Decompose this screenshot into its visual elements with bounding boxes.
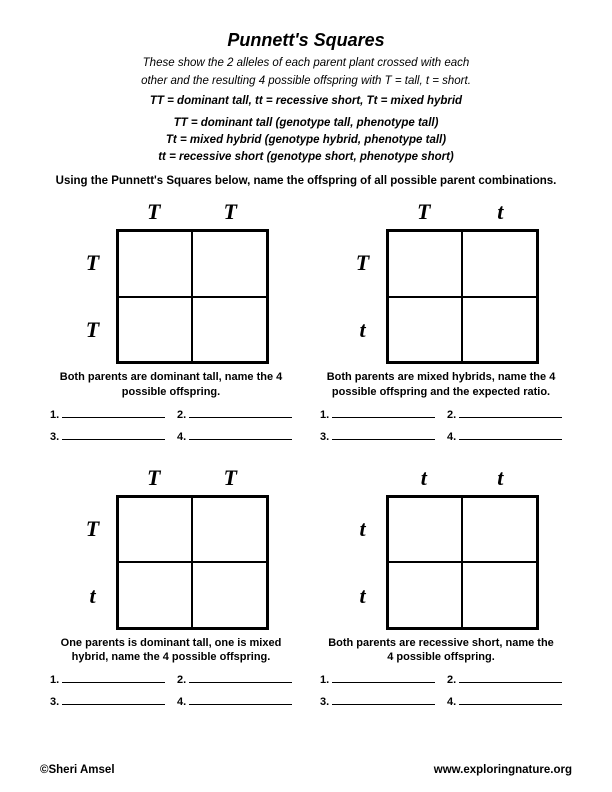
- punnett-square-3: T T T t: [74, 465, 269, 630]
- left-allele: t: [344, 495, 382, 563]
- website-url: www.exploringnature.org: [434, 764, 572, 776]
- answer-label: 1.: [320, 409, 329, 421]
- answers-1: 1. 2. 3. 4.: [50, 407, 292, 451]
- answer-blank[interactable]: [62, 429, 165, 440]
- top-allele: T: [116, 199, 193, 225]
- answer-blank[interactable]: [189, 429, 292, 440]
- caption-1: Both parents are dominant tall, name the…: [50, 370, 292, 399]
- left-allele: t: [344, 562, 382, 630]
- top-allele: T: [192, 465, 269, 491]
- instruction-text: Using the Punnett's Squares below, name …: [40, 175, 572, 187]
- answer-blank[interactable]: [332, 694, 435, 705]
- square-grid: [116, 229, 269, 364]
- geno-def-3: tt = recessive short (genotype short, ph…: [40, 149, 572, 166]
- answer-blank[interactable]: [459, 429, 562, 440]
- genotype-definitions: TT = dominant tall (genotype tall, pheno…: [40, 115, 572, 165]
- left-allele: T: [74, 229, 112, 297]
- page-footer: ©Sheri Amsel www.exploringnature.org: [40, 764, 572, 776]
- punnett-cell-1: T T T T Both parents are dominant tall, …: [50, 199, 292, 451]
- answer-blank[interactable]: [189, 407, 292, 418]
- square-grid: [386, 495, 539, 630]
- top-allele: t: [462, 465, 539, 491]
- punnett-square-2: T t T t: [344, 199, 539, 364]
- left-allele: T: [74, 495, 112, 563]
- caption-2: Both parents are mixed hybrids, name the…: [320, 370, 562, 399]
- answer-label: 4.: [177, 431, 186, 443]
- answer-label: 4.: [447, 696, 456, 708]
- answer-blank[interactable]: [459, 407, 562, 418]
- copyright: ©Sheri Amsel: [40, 764, 115, 776]
- top-allele: T: [192, 199, 269, 225]
- answer-label: 3.: [50, 431, 59, 443]
- answer-blank[interactable]: [459, 694, 562, 705]
- answer-label: 1.: [50, 409, 59, 421]
- answer-label: 4.: [177, 696, 186, 708]
- punnett-cell-4: t t t t Both parents are recessive short…: [320, 465, 562, 717]
- key-line: TT = dominant tall, tt = recessive short…: [40, 95, 572, 107]
- punnett-cell-3: T T T t One parents is dominant tall, on…: [50, 465, 292, 717]
- subtitle-line-2: other and the resulting 4 possible offsp…: [40, 73, 572, 89]
- answer-label: 2.: [177, 409, 186, 421]
- answer-blank[interactable]: [189, 672, 292, 683]
- left-allele: T: [344, 229, 382, 297]
- punnett-square-1: T T T T: [74, 199, 269, 364]
- answer-label: 1.: [320, 674, 329, 686]
- answer-label: 2.: [447, 409, 456, 421]
- answer-label: 3.: [320, 431, 329, 443]
- square-grid: [386, 229, 539, 364]
- left-allele: T: [74, 297, 112, 365]
- left-allele: t: [74, 562, 112, 630]
- geno-def-2: Tt = mixed hybrid (genotype hybrid, phen…: [40, 132, 572, 149]
- caption-3: One parents is dominant tall, one is mix…: [50, 636, 292, 665]
- answer-label: 3.: [50, 696, 59, 708]
- answer-label: 1.: [50, 674, 59, 686]
- answer-label: 4.: [447, 431, 456, 443]
- answer-blank[interactable]: [332, 407, 435, 418]
- top-allele: t: [462, 199, 539, 225]
- caption-4: Both parents are recessive short, name t…: [320, 636, 562, 665]
- top-allele: t: [386, 465, 463, 491]
- answer-label: 2.: [177, 674, 186, 686]
- worksheet-grid: T T T T Both parents are dominant tall, …: [40, 199, 572, 716]
- answer-blank[interactable]: [332, 429, 435, 440]
- square-grid: [116, 495, 269, 630]
- answers-4: 1. 2. 3. 4.: [320, 672, 562, 716]
- answer-blank[interactable]: [332, 672, 435, 683]
- answers-2: 1. 2. 3. 4.: [320, 407, 562, 451]
- answer-label: 2.: [447, 674, 456, 686]
- answer-blank[interactable]: [459, 672, 562, 683]
- top-allele: T: [116, 465, 193, 491]
- punnett-cell-2: T t T t Both parents are mixed hybrids, …: [320, 199, 562, 451]
- left-allele: t: [344, 297, 382, 365]
- answers-3: 1. 2. 3. 4.: [50, 672, 292, 716]
- answer-blank[interactable]: [62, 672, 165, 683]
- answer-blank[interactable]: [62, 407, 165, 418]
- answer-label: 3.: [320, 696, 329, 708]
- subtitle-line-1: These show the 2 alleles of each parent …: [40, 55, 572, 71]
- answer-blank[interactable]: [189, 694, 292, 705]
- top-allele: T: [386, 199, 463, 225]
- punnett-square-4: t t t t: [344, 465, 539, 630]
- geno-def-1: TT = dominant tall (genotype tall, pheno…: [40, 115, 572, 132]
- page-title: Punnett's Squares: [40, 30, 572, 51]
- answer-blank[interactable]: [62, 694, 165, 705]
